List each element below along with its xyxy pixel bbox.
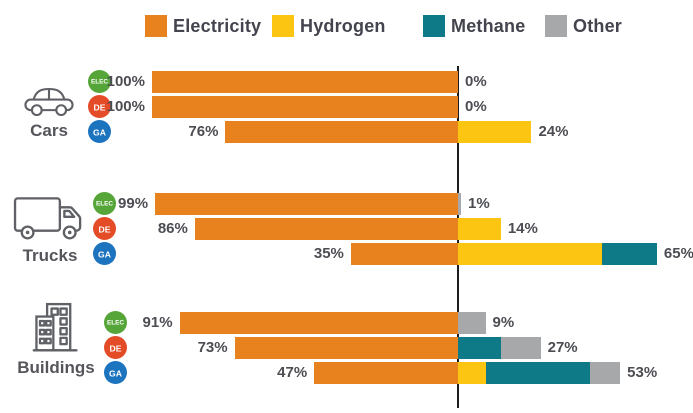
scenario-badge-ga: GA	[104, 361, 127, 384]
legend-label: Electricity	[173, 15, 262, 36]
scenario-badge-label: GA	[93, 127, 106, 137]
hydrogen-swatch-icon	[272, 15, 294, 37]
bar-electricity	[225, 121, 458, 143]
bar-hydrogen	[458, 243, 602, 265]
scenario-badge-label: ELEC	[90, 78, 109, 86]
legend-item-other: Other	[545, 15, 622, 37]
bar-electricity	[179, 312, 458, 334]
electricity-pct-label: 91%	[142, 314, 173, 331]
non-electricity-pct-label: 0%	[465, 73, 487, 90]
scenario-badge-elec: ELEC	[93, 192, 116, 215]
bar-electricity	[234, 337, 458, 359]
bar-electricity	[314, 362, 458, 384]
bar-other	[500, 337, 541, 359]
legend-item-hydrogen: Hydrogen	[272, 15, 386, 37]
non-electricity-pct-label: 0%	[465, 98, 487, 115]
bar-other	[458, 312, 486, 334]
scenario-badge-label: DE	[98, 224, 111, 234]
bar-other	[458, 193, 462, 215]
non-electricity-pct-label: 14%	[507, 220, 538, 237]
legend-label: Other	[573, 15, 623, 36]
group-trucks: Trucks	[4, 193, 96, 266]
legend-label: Methane	[451, 15, 526, 36]
electricity-pct-label: 100%	[106, 98, 145, 115]
electricity-swatch-icon	[145, 15, 167, 37]
electricity-pct-label: 47%	[277, 364, 308, 381]
scenario-badge-de: DE	[93, 217, 116, 240]
bar-electricity	[350, 243, 458, 265]
scenario-badge-ga: GA	[88, 120, 111, 143]
group-label: Trucks	[22, 246, 78, 265]
other-swatch-icon	[545, 15, 567, 37]
scenario-badge-label: DE	[93, 102, 106, 112]
bar-other	[589, 362, 621, 384]
electricity-pct-label: 100%	[106, 73, 145, 90]
bar-methane	[458, 337, 501, 359]
group-label: Buildings	[17, 358, 95, 377]
non-electricity-pct-label: 53%	[627, 364, 658, 381]
scenario-badge-de: DE	[104, 336, 127, 359]
building-icon	[32, 302, 78, 352]
electricity-pct-label: 76%	[188, 123, 219, 140]
legend-label: Hydrogen	[300, 15, 386, 36]
bar-hydrogen	[458, 218, 501, 240]
group-cars: Cars	[10, 84, 88, 141]
non-electricity-pct-label: 9%	[492, 314, 515, 331]
scenario-badge-label: GA	[98, 249, 111, 259]
bar-methane	[485, 362, 590, 384]
electricity-pct-label: 73%	[197, 339, 228, 356]
legend-item-electricity: Electricity	[145, 15, 261, 37]
scenario-badge-label: ELEC	[106, 319, 125, 327]
group-buildings: Buildings	[12, 301, 100, 378]
non-electricity-pct-label: 1%	[468, 195, 490, 212]
scenario-badge-ga: GA	[93, 242, 116, 265]
scenario-badge-label: ELEC	[95, 200, 114, 208]
electricity-pct-label: 99%	[118, 195, 149, 212]
bar-electricity	[152, 96, 458, 118]
electricity-pct-label: 35%	[313, 245, 344, 262]
legend-item-methane: Methane	[423, 15, 525, 37]
scenario-badge-label: GA	[109, 368, 122, 378]
non-electricity-pct-label: 65%	[663, 245, 693, 262]
scenario-badge-elec: ELEC	[104, 311, 127, 334]
electricity-pct-label: 86%	[157, 220, 188, 237]
car-icon	[24, 87, 74, 117]
non-electricity-pct-label: 24%	[538, 123, 569, 140]
bar-hydrogen	[458, 121, 532, 143]
bar-electricity	[152, 71, 458, 93]
group-label: Cars	[30, 121, 68, 140]
bar-electricity	[194, 218, 458, 240]
methane-swatch-icon	[423, 15, 445, 37]
scenario-badge-de: DE	[88, 95, 111, 118]
scenario-badge-label: DE	[109, 343, 122, 353]
scenario-badge-elec: ELEC	[88, 70, 111, 93]
bar-hydrogen	[458, 362, 486, 384]
truck-icon	[13, 197, 82, 240]
non-electricity-pct-label: 27%	[547, 339, 578, 356]
bar-methane	[601, 243, 657, 265]
bar-electricity	[155, 193, 458, 215]
